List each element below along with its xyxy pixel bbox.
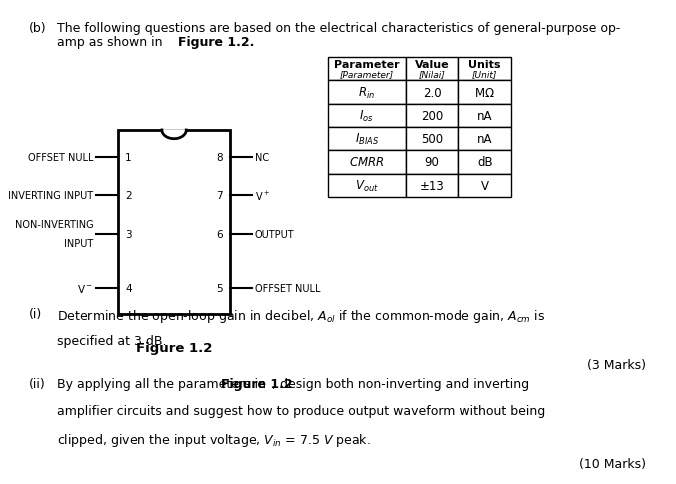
Text: (10 Marks): (10 Marks): [579, 457, 646, 470]
Text: Figure 1.2.: Figure 1.2.: [178, 36, 254, 49]
Text: amplifier circuits and suggest how to produce output waveform without being: amplifier circuits and suggest how to pr…: [57, 404, 546, 417]
Bar: [458, 58, 511, 81]
Text: 1: 1: [125, 152, 132, 162]
Text: 2: 2: [125, 191, 132, 201]
Text: INVERTING INPUT: INVERTING INPUT: [8, 191, 93, 201]
Text: Figure 1.2: Figure 1.2: [221, 378, 293, 391]
Text: NON-INVERTING: NON-INVERTING: [15, 219, 93, 229]
Text: OFFSET NULL: OFFSET NULL: [28, 152, 93, 162]
Text: By applying all the parameters in: By applying all the parameters in: [57, 378, 270, 391]
Text: Units: Units: [468, 60, 501, 70]
Text: 5: 5: [216, 283, 223, 293]
Text: specified at 3 dB.: specified at 3 dB.: [57, 334, 167, 347]
Bar: [406, 81, 458, 105]
Text: 4: 4: [125, 283, 132, 293]
Bar: [328, 105, 406, 128]
Text: (3 Marks): (3 Marks): [587, 358, 646, 371]
Text: , design both non-inverting and inverting: , design both non-inverting and invertin…: [272, 378, 529, 391]
Text: 7: 7: [216, 191, 223, 201]
Text: amp as shown in: amp as shown in: [57, 36, 167, 49]
Text: 6: 6: [216, 230, 223, 240]
Text: (i): (i): [28, 307, 42, 320]
Text: NC: NC: [255, 152, 269, 162]
Bar: [458, 174, 511, 197]
Bar: [458, 105, 511, 128]
Text: dB: dB: [477, 156, 493, 169]
Text: 3: 3: [125, 230, 132, 240]
Text: 500: 500: [421, 133, 443, 146]
Bar: [328, 151, 406, 174]
Bar: [328, 58, 406, 81]
Text: Value: Value: [414, 60, 450, 70]
Text: M$\Omega$: M$\Omega$: [475, 87, 495, 99]
Text: [Nilai]: [Nilai]: [418, 70, 445, 79]
Bar: [458, 151, 511, 174]
Bar: [406, 128, 458, 151]
Bar: [328, 174, 406, 197]
Polygon shape: [162, 131, 187, 139]
Text: The following questions are based on the electrical characteristics of general-p: The following questions are based on the…: [57, 22, 621, 35]
Text: 2.0: 2.0: [422, 87, 441, 99]
Bar: [458, 81, 511, 105]
Text: OFFSET NULL: OFFSET NULL: [255, 283, 320, 293]
Text: Figure 1.2: Figure 1.2: [136, 341, 212, 354]
Text: 8: 8: [216, 152, 223, 162]
Text: $V_{out}$: $V_{out}$: [355, 178, 379, 194]
Text: (ii): (ii): [28, 378, 45, 391]
Text: INPUT: INPUT: [64, 239, 93, 248]
Text: Parameter: Parameter: [334, 60, 400, 70]
Text: 90: 90: [425, 156, 439, 169]
Text: $I_{BIAS}$: $I_{BIAS}$: [355, 132, 379, 147]
Text: clipped, given the input voltage, $V_{in}$ = 7.5 $V$ peak.: clipped, given the input voltage, $V_{in…: [57, 431, 371, 448]
Text: V$^+$: V$^+$: [255, 189, 270, 203]
Text: nA: nA: [477, 133, 492, 146]
Bar: [328, 81, 406, 105]
Text: [Parameter]: [Parameter]: [339, 70, 394, 79]
Text: Determine the open-loop gain in decibel, $A_{ol}$ if the common-mode gain, $A_{c: Determine the open-loop gain in decibel,…: [57, 307, 546, 324]
Bar: [406, 151, 458, 174]
Bar: [406, 58, 458, 81]
Text: $I_{os}$: $I_{os}$: [360, 108, 374, 124]
Text: V$^-$: V$^-$: [77, 282, 93, 294]
Bar: [406, 174, 458, 197]
Text: V: V: [481, 180, 489, 192]
Text: $R_{in}$: $R_{in}$: [358, 85, 375, 101]
Text: OUTPUT: OUTPUT: [255, 230, 295, 240]
Bar: [406, 105, 458, 128]
Text: nA: nA: [477, 110, 492, 122]
Bar: [118, 131, 230, 315]
Text: $CMRR$: $CMRR$: [349, 156, 385, 169]
Bar: [458, 128, 511, 151]
Bar: [328, 128, 406, 151]
Text: [Unit]: [Unit]: [472, 70, 498, 79]
Text: ±13: ±13: [420, 180, 444, 192]
Text: 200: 200: [421, 110, 443, 122]
Text: (b): (b): [28, 22, 46, 35]
